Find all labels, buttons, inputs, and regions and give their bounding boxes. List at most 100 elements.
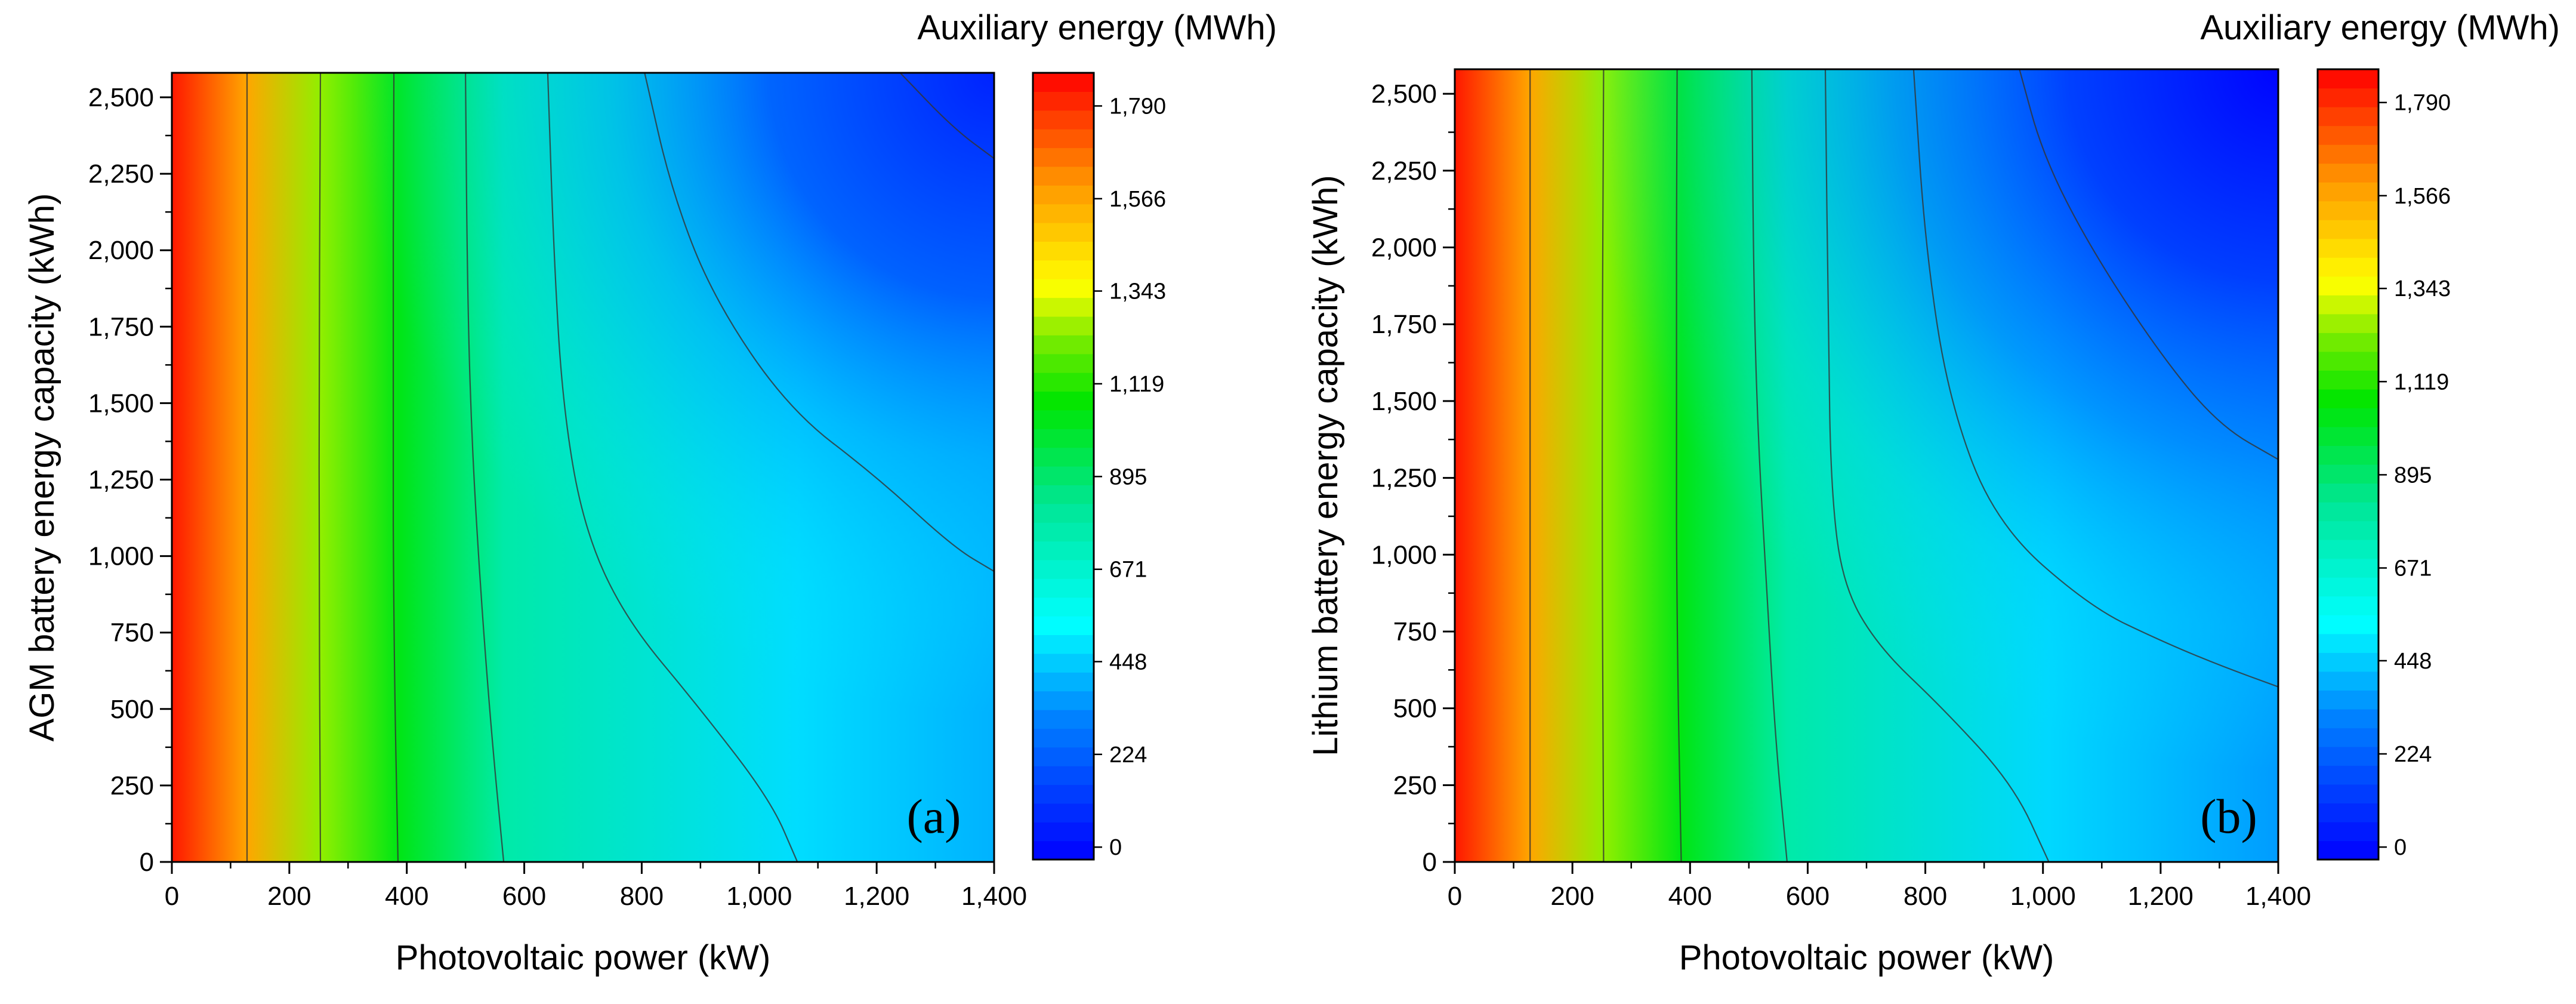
colorbar-step	[2318, 540, 2378, 559]
x-tick-label: 1,200	[2128, 882, 2194, 911]
colorbar-step	[1033, 260, 1094, 279]
colorbar-step	[2318, 313, 2378, 333]
y-tick-label: 750	[110, 618, 154, 648]
x-tick-label: 200	[1550, 882, 1594, 911]
colorbar-tick-label: 1,790	[2394, 91, 2451, 116]
colorbar-frame	[2316, 68, 2380, 861]
colorbar-frame	[1032, 72, 1095, 861]
contour-line	[1602, 69, 1605, 863]
colorbar-step	[2318, 464, 2378, 484]
contour-field-overlay	[172, 73, 994, 862]
colorbar-step	[2318, 502, 2378, 522]
colorbar-step	[1033, 409, 1094, 429]
colorbar-step	[2318, 69, 2378, 89]
colorbar-step	[1033, 316, 1094, 335]
colorbar-tick-label: 1,119	[1109, 372, 1164, 397]
colorbar-step	[1033, 766, 1094, 786]
colorbar-step	[1033, 728, 1094, 748]
y-tick-label: 1,750	[88, 312, 154, 341]
colorbar-step	[2318, 220, 2378, 239]
contour-line	[1751, 69, 1788, 863]
contour-line	[392, 72, 399, 863]
colorbar-step	[2318, 408, 2378, 427]
colorbar-step	[1033, 541, 1094, 560]
colorbar-tick-label: 0	[1109, 835, 1122, 860]
colorbar-step	[2318, 257, 2378, 277]
colorbar-title: Auxiliary energy (MWh)	[2200, 8, 2560, 47]
colorbar-step	[1033, 335, 1094, 355]
colorbar-step	[1033, 279, 1094, 298]
y-tick-label: 2,250	[88, 159, 154, 189]
colorbar-step	[2318, 426, 2378, 446]
y-tick-label: 2,250	[1371, 156, 1437, 186]
colorbar-tick-label: 1,566	[1109, 187, 1166, 212]
colorbar-tick-label: 448	[2394, 649, 2432, 674]
colorbar-step	[2318, 633, 2378, 653]
panel-tag: (b)	[2200, 789, 2257, 843]
y-tick-label: 0	[1423, 848, 1437, 877]
colorbar-step	[2318, 709, 2378, 728]
colorbar-step	[1033, 822, 1094, 842]
y-tick-label: 2,000	[88, 236, 154, 265]
colorbar-step	[1033, 635, 1094, 654]
contour-line	[2019, 69, 2279, 460]
colorbar-step	[2318, 483, 2378, 503]
x-axis-title: Photovoltaic power (kW)	[1679, 938, 2054, 977]
colorbar-step	[1033, 147, 1094, 167]
x-tick-label: 1,000	[2010, 882, 2076, 911]
y-tick-label: 250	[110, 771, 154, 800]
colorbar-step	[2318, 88, 2378, 107]
colorbar-step	[2318, 182, 2378, 202]
contour-line	[899, 72, 995, 159]
panel-tag: (a)	[906, 789, 961, 843]
colorbar-tick-label: 224	[1109, 743, 1147, 768]
colorbar-step	[2318, 295, 2378, 315]
colorbar-step	[2318, 558, 2378, 578]
colorbar-step	[2318, 728, 2378, 747]
colorbar-step	[1033, 297, 1094, 317]
x-tick-label: 400	[385, 882, 428, 911]
colorbar-step	[2318, 671, 2378, 691]
contour-line	[547, 72, 798, 863]
x-tick-label: 400	[1668, 882, 1712, 911]
colorbar-tick-label: 1,343	[2394, 276, 2451, 301]
colorbar-step	[2318, 652, 2378, 672]
colorbar-step	[2318, 521, 2378, 540]
contour-line	[644, 72, 995, 572]
colorbar-step	[1033, 672, 1094, 692]
colorbar-step	[1033, 429, 1094, 448]
y-tick-label: 1,000	[1371, 540, 1437, 569]
colorbar-step	[2318, 445, 2378, 465]
contour-line	[1824, 69, 2050, 863]
y-tick-label: 0	[140, 848, 154, 877]
colorbar-step	[1033, 747, 1094, 766]
colorbar-tick-label: 671	[1109, 558, 1147, 583]
colorbar-tick-label: 1,119	[2394, 369, 2449, 395]
colorbar-step	[2318, 389, 2378, 409]
y-axis-title: Lithium battery energy capacity (kWh)	[1306, 175, 1345, 756]
y-tick-label: 250	[1393, 771, 1437, 800]
colorbar-step	[2318, 332, 2378, 352]
colorbar-step	[2318, 746, 2378, 766]
colorbar-step	[1033, 597, 1094, 617]
x-tick-label: 200	[267, 882, 311, 911]
colorbar-step	[1033, 466, 1094, 485]
colorbar-tick-label: 1,343	[1109, 279, 1166, 304]
colorbar-step	[1033, 166, 1094, 186]
x-tick-label: 1,000	[726, 882, 792, 911]
colorbar-step	[1033, 204, 1094, 223]
colorbar-step	[1033, 447, 1094, 467]
colorbar-step	[1033, 578, 1094, 598]
colorbar-step	[1033, 223, 1094, 242]
colorbar-tick-label: 0	[2394, 835, 2407, 860]
x-axis-title: Photovoltaic power (kW)	[396, 938, 771, 977]
colorbar-step	[1033, 522, 1094, 542]
x-tick-label: 600	[502, 882, 546, 911]
y-tick-label: 1,250	[1371, 464, 1437, 493]
colorbar-step	[2318, 125, 2378, 145]
colorbar-step	[1033, 653, 1094, 673]
colorbar-tick-label: 895	[1109, 464, 1147, 489]
colorbar-step	[2318, 840, 2378, 860]
x-tick-label: 1,200	[844, 882, 909, 911]
colorbar-step	[2318, 238, 2378, 258]
